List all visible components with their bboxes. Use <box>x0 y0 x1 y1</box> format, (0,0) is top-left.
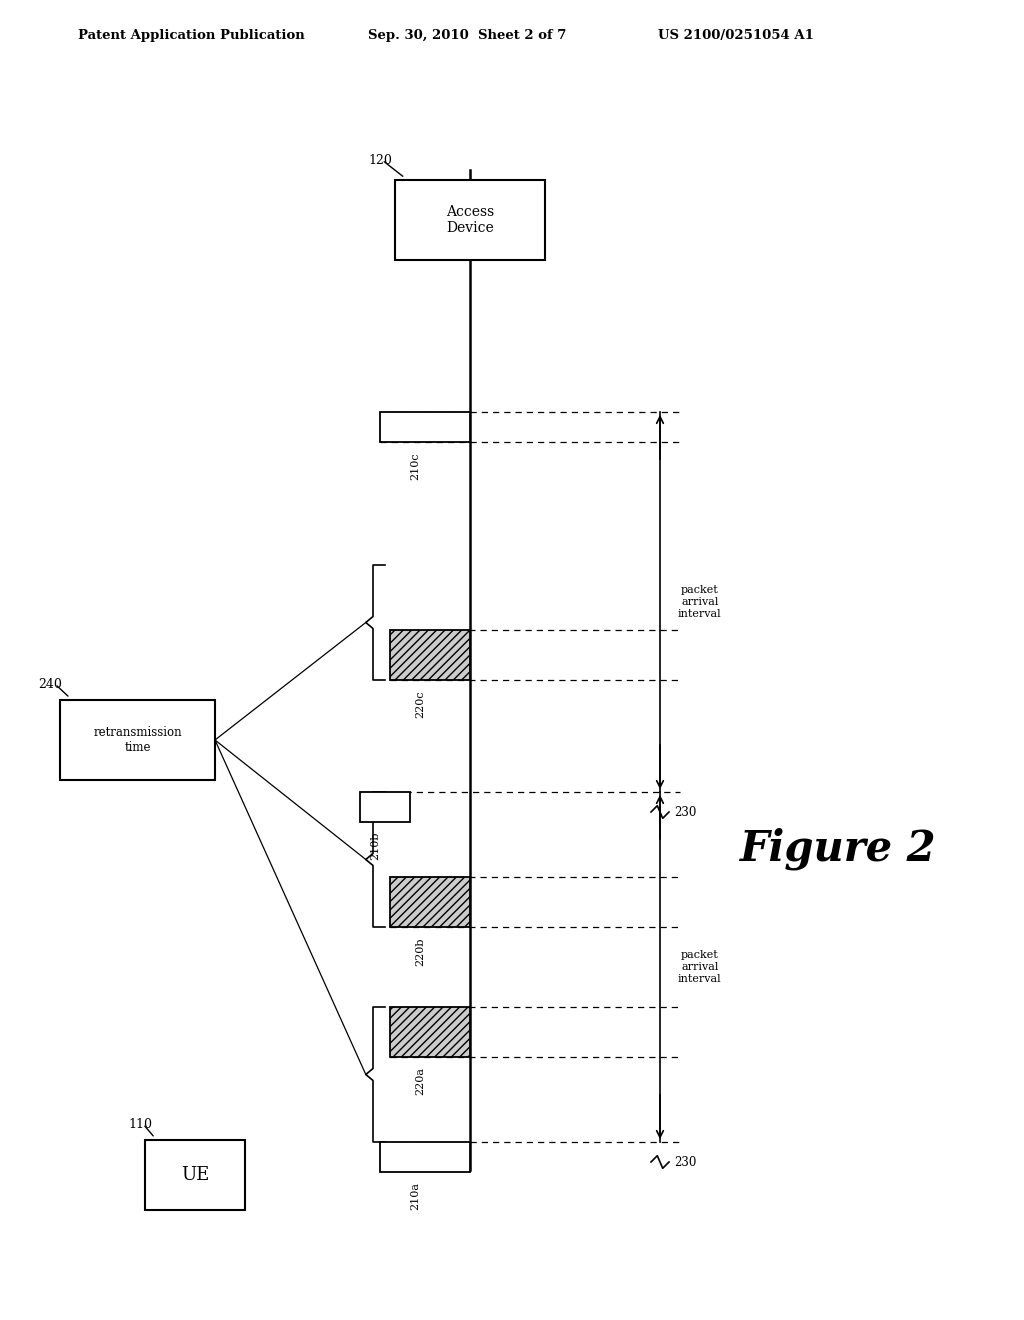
Bar <box>60 700 215 780</box>
Bar <box>395 180 545 260</box>
Text: Patent Application Publication: Patent Application Publication <box>78 29 305 41</box>
Text: 230: 230 <box>674 805 696 818</box>
Bar <box>380 412 470 442</box>
Text: 220c: 220c <box>415 690 425 718</box>
Bar <box>380 1142 470 1172</box>
Text: 220a: 220a <box>415 1067 425 1096</box>
Bar <box>145 1140 245 1210</box>
Bar <box>390 876 470 927</box>
Text: packet
arrival
interval: packet arrival interval <box>678 585 722 619</box>
Text: 210a: 210a <box>410 1181 420 1210</box>
Text: Sep. 30, 2010  Sheet 2 of 7: Sep. 30, 2010 Sheet 2 of 7 <box>368 29 566 41</box>
Text: 230: 230 <box>674 1155 696 1168</box>
Text: 120: 120 <box>368 153 392 166</box>
Text: US 2100/0251054 A1: US 2100/0251054 A1 <box>658 29 814 41</box>
Bar <box>360 792 410 822</box>
Text: 210c: 210c <box>410 451 420 479</box>
Text: packet
arrival
interval: packet arrival interval <box>678 950 722 983</box>
Text: Access
Device: Access Device <box>445 205 495 235</box>
Text: retransmission
time: retransmission time <box>93 726 182 754</box>
Text: Figure 2: Figure 2 <box>740 828 937 870</box>
Bar <box>390 630 470 680</box>
Text: 220b: 220b <box>415 937 425 965</box>
Text: 110: 110 <box>128 1118 152 1130</box>
Bar <box>390 1007 470 1057</box>
Text: 210b: 210b <box>370 832 380 861</box>
Text: 240: 240 <box>38 677 61 690</box>
Text: UE: UE <box>181 1166 209 1184</box>
